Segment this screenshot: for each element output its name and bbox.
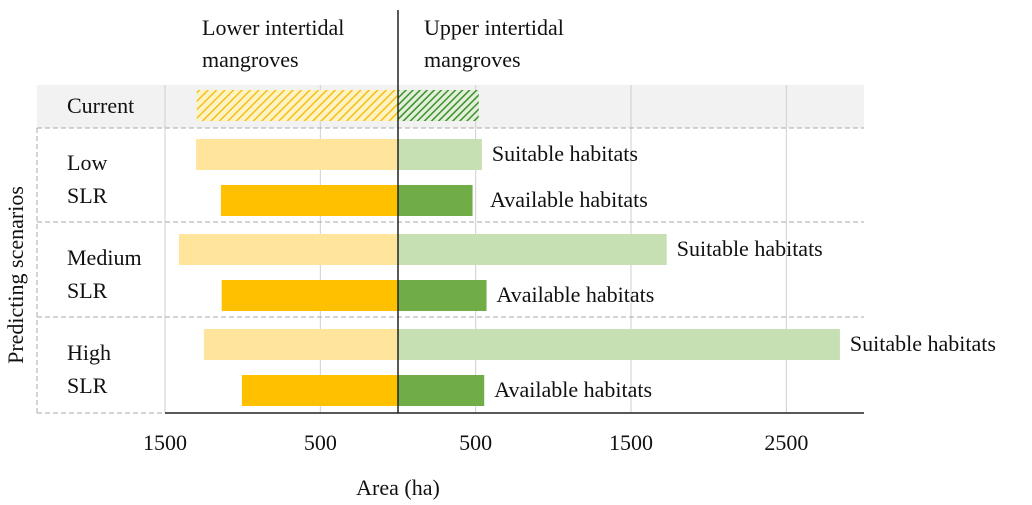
bar-annotation: Available habitats	[494, 377, 652, 402]
x-tick-label: 2500	[764, 430, 808, 455]
row-label: Current	[67, 93, 134, 118]
bar	[203, 329, 398, 360]
y-axis-label: Predicting scenarios	[3, 186, 28, 364]
bar	[220, 185, 398, 216]
row-label: SLR	[67, 373, 108, 398]
x-tick-label: 500	[459, 430, 492, 455]
bar	[398, 185, 473, 216]
bar-annotation: Suitable habitats	[850, 331, 996, 356]
bar-annotation: Available habitats	[497, 282, 655, 307]
bar	[398, 329, 840, 360]
bar	[221, 280, 398, 311]
bar	[398, 234, 667, 265]
bar	[196, 139, 398, 170]
bar	[196, 90, 398, 121]
bar-annotation: Available habitats	[490, 187, 648, 212]
left-title: Lower intertidal	[202, 15, 344, 40]
bar-annotation: Suitable habitats	[492, 141, 638, 166]
row-label: Low	[67, 150, 107, 175]
x-tick-label: 500	[304, 430, 337, 455]
right-title: Upper intertidal	[424, 15, 564, 40]
right-title: mangroves	[424, 47, 521, 72]
row-label: High	[67, 340, 111, 365]
bar	[241, 375, 398, 406]
bar-annotation: Suitable habitats	[677, 236, 823, 261]
row-label: SLR	[67, 278, 108, 303]
bar	[398, 139, 482, 170]
left-title: mangroves	[202, 47, 299, 72]
x-tick-label: 1500	[143, 430, 187, 455]
bar	[398, 375, 485, 406]
row-label: Medium	[67, 245, 142, 270]
x-axis-label: Area (ha)	[356, 475, 440, 500]
x-tick-label: 1500	[609, 430, 653, 455]
bar	[178, 234, 398, 265]
row-label: SLR	[67, 183, 108, 208]
bar	[398, 280, 487, 311]
bar	[398, 90, 479, 121]
